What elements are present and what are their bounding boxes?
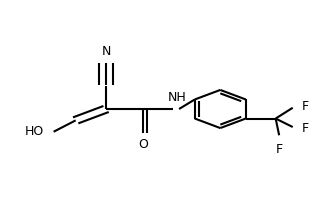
Text: F: F xyxy=(276,143,283,156)
Text: F: F xyxy=(302,100,309,112)
Text: N: N xyxy=(101,45,111,58)
Text: NH: NH xyxy=(167,91,186,104)
Text: HO: HO xyxy=(24,125,44,138)
Text: F: F xyxy=(302,122,309,135)
Text: O: O xyxy=(138,138,148,151)
